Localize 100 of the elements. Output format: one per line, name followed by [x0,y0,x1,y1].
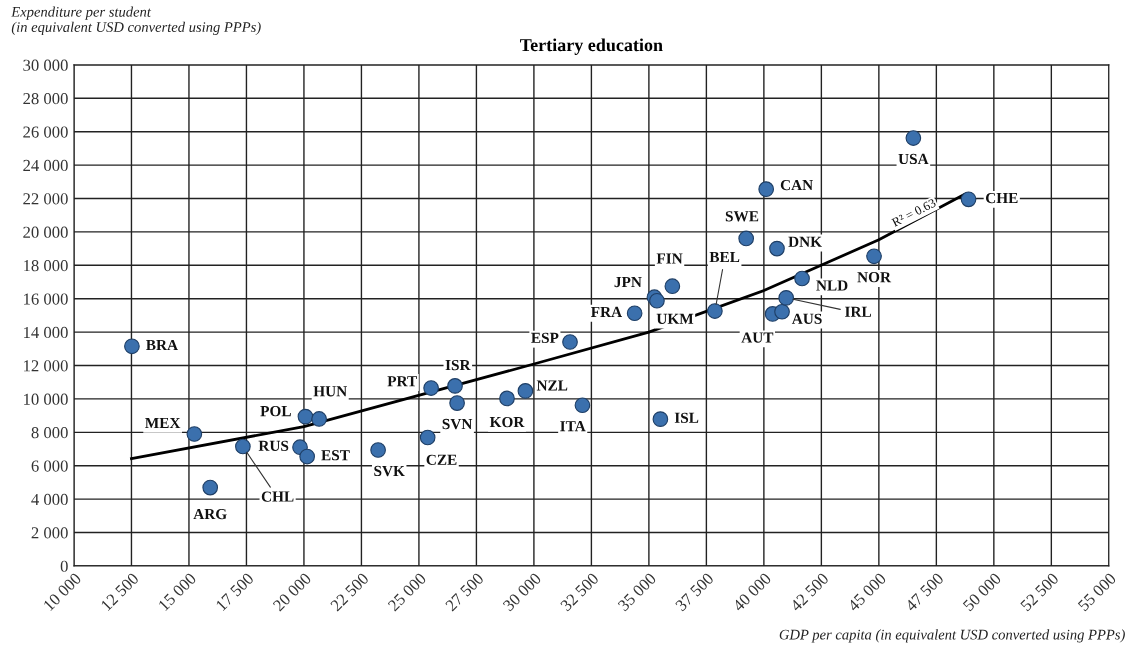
point [449,395,465,411]
annotation: BRA [146,339,178,351]
annotation: MEX [145,417,181,428]
x-tick-label: 37 500 [674,572,715,612]
chart-title: Tertiary education [520,38,663,55]
point [794,270,810,287]
annotation: SWE [725,211,759,222]
x-tick-label: 27 500 [444,572,485,612]
annotation: ESP [531,332,559,344]
point [311,411,327,427]
annotation: ISL [674,412,699,423]
annotation: FRA [591,306,623,317]
x-tick-label: 30 000 [502,572,542,612]
y-tick-label: 22 000 [23,193,68,205]
annotation: SVK [374,465,405,477]
point [707,303,723,319]
y-tick-label: 10 000 [24,393,68,405]
y-tick-label: 16 000 [24,293,68,305]
x-tick-label: 50 000 [962,572,1002,612]
x-tick-label: 52 500 [1019,572,1060,612]
annotation: NLD [816,280,848,291]
point [499,390,515,407]
y-tick-label: 24 000 [23,159,68,172]
point [574,397,591,414]
x-tick-label: 17 500 [215,572,255,612]
annotation: FIN [656,253,683,264]
annotation: PRT [387,376,417,387]
point [447,378,463,394]
y-tick-label: 28 000 [23,93,68,105]
annotation: DNK [788,236,822,247]
y-tick-label: 2 000 [31,527,68,539]
point [769,240,785,257]
annotation: NOR [857,272,892,283]
point [517,383,534,399]
annotation: EST [321,450,350,461]
point [758,181,775,197]
annotation: AUS [791,313,822,324]
annotation: UKM [656,313,694,324]
point [905,130,922,146]
y-tick-label: 4 000 [31,493,68,506]
x-tick-label: 55 000 [1077,572,1117,612]
point [960,191,977,208]
x-axis-title: GDP per capita (in equivalent USD converted using PPPs) [779,629,1125,643]
x-tick-label: 47 500 [904,572,945,612]
point [235,438,251,455]
annotation: CAN [780,179,813,191]
point [423,380,439,396]
point [652,411,669,427]
point [664,278,681,295]
annotation: ARG [193,508,227,520]
point [186,426,203,442]
annotation: R² = 0.63 [891,198,937,227]
point [419,429,436,446]
y-tick-label: 26 000 [23,126,68,138]
y-tick-label: 6 000 [31,460,68,472]
x-tick-label: 15 000 [157,572,197,612]
x-tick-label: 32 500 [559,572,600,612]
annotation: CHE [985,192,1018,204]
annotation: CHL [261,491,294,502]
annotation: ITA [560,421,586,432]
annotation: IRL [845,306,872,317]
annotation: POL [260,406,291,417]
point [774,303,790,320]
x-tick-label: 42 500 [789,572,830,612]
point [738,230,755,247]
point [778,290,795,306]
y-tick-label: 18 000 [24,260,68,272]
annotation: USA [898,153,929,165]
point [370,442,386,458]
annotation: JPN [614,276,642,288]
annotation: NZL [536,380,568,391]
x-tick-label: 22 500 [329,572,370,612]
x-tick-label: 25 000 [387,572,427,612]
point [866,248,882,265]
annotation: BEL [709,251,740,263]
x-tick-label: 12 500 [100,572,140,612]
point [626,305,643,322]
point [297,408,314,425]
annotation: CZE [426,454,457,465]
annotation: AUT [741,332,774,343]
x-tick-label: 40 000 [732,572,772,612]
y-tick-label: 30 000 [23,59,68,71]
annotation: ISR [445,360,471,371]
x-tick-label: 35 000 [617,572,657,612]
y-tick-label: 20 000 [23,226,68,238]
y-axis-title: Expenditure per student (in equivalent USD converted using PPPs) [11,6,261,35]
annotation: KOR [489,416,525,428]
x-tick-label: 20 000 [272,572,312,612]
y-tick-label: 14 000 [24,326,68,339]
annotation: RUS [258,440,289,452]
x-tick-label: 45 000 [847,572,887,612]
point [562,334,578,350]
annotation: SVN [442,418,473,430]
y-tick-label: 8 000 [31,427,68,439]
y-tick-label: 12 000 [24,360,68,372]
point [124,338,140,355]
annotation: HUN [313,386,347,397]
y-tick-label: 0 [60,560,68,572]
point [299,448,315,465]
point [202,479,219,496]
